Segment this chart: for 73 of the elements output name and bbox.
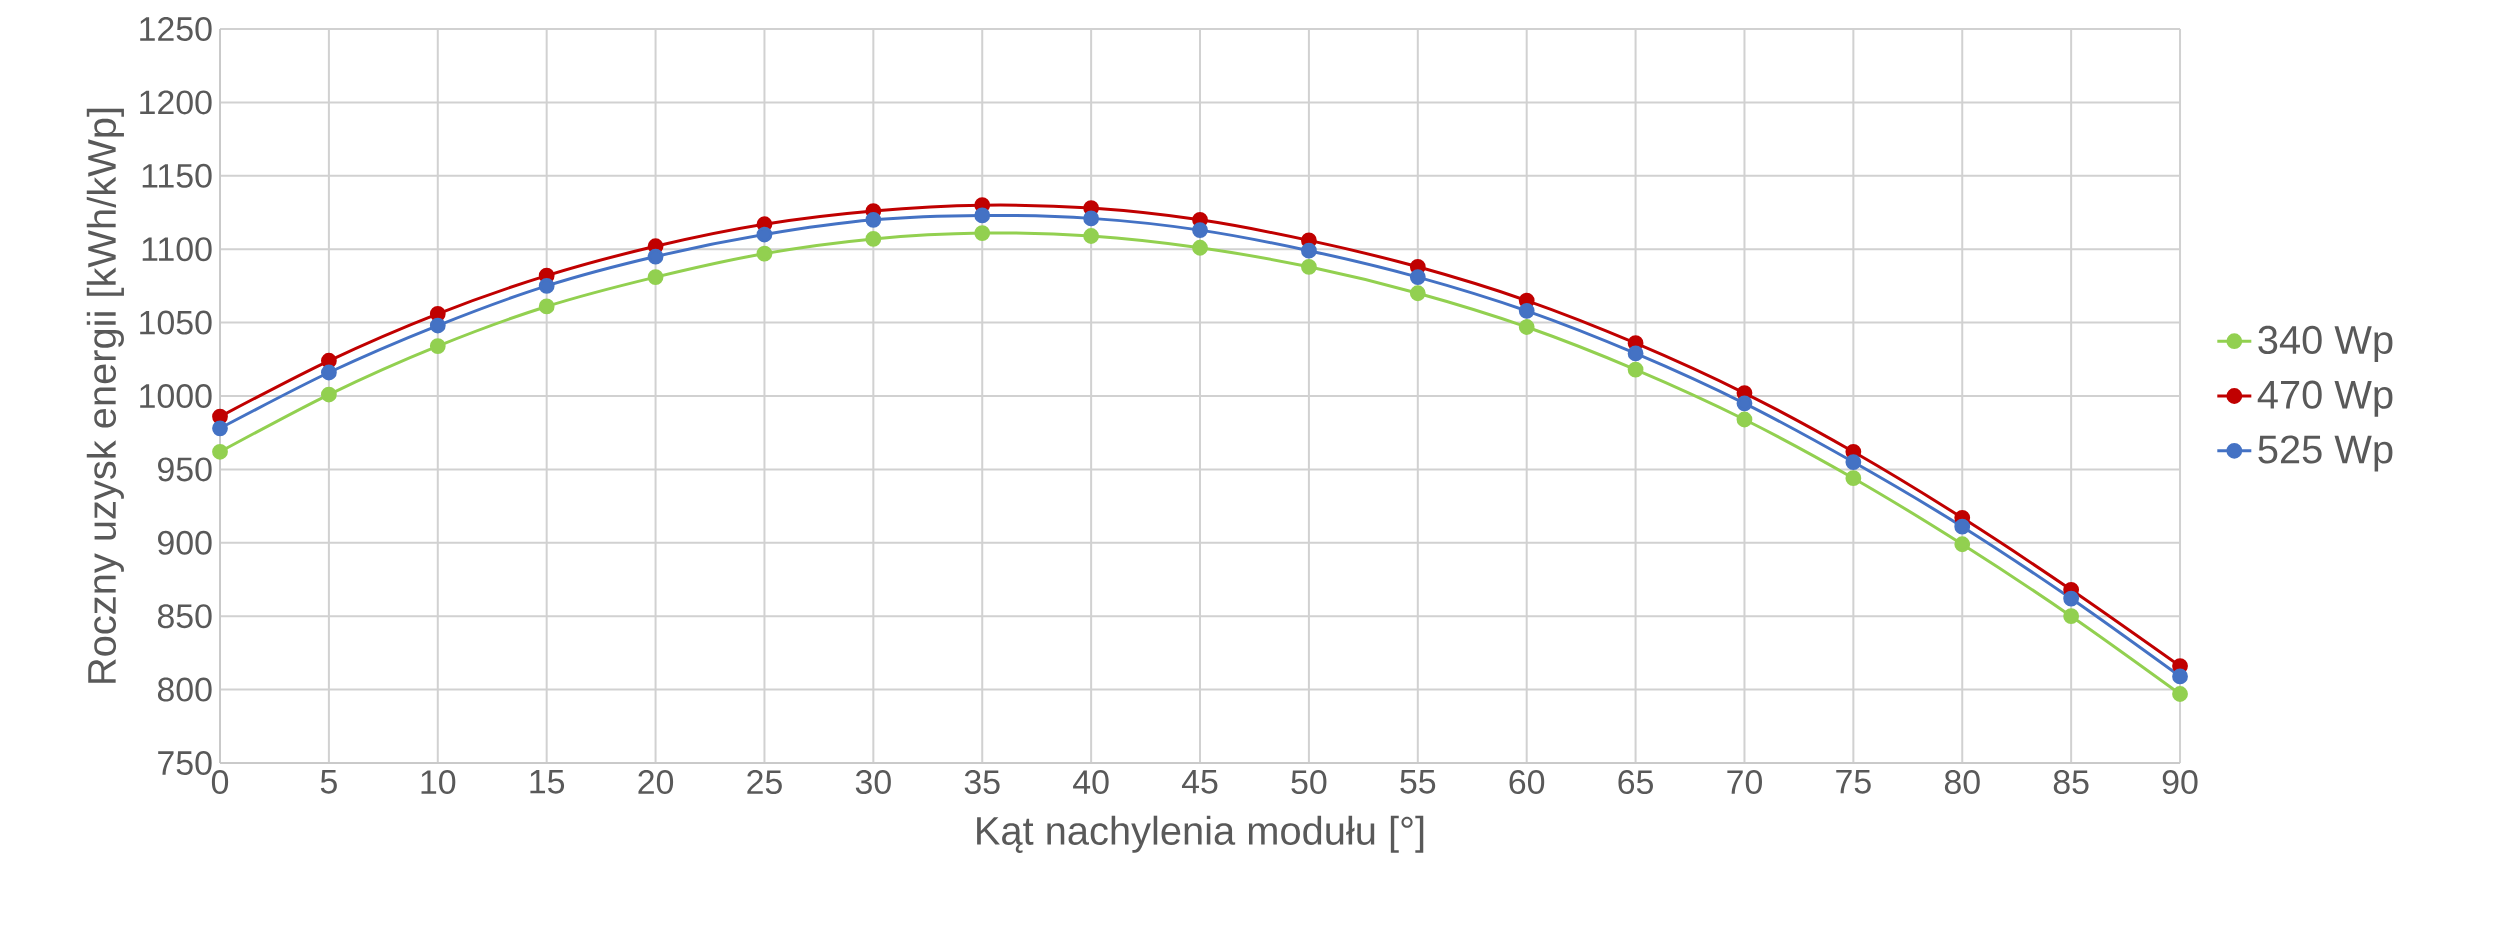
y-tick-label: 1050 bbox=[140, 310, 212, 335]
point bbox=[756, 226, 773, 243]
y-tick-label: 1150 bbox=[142, 163, 212, 188]
x-tick-label: 10 bbox=[421, 770, 456, 795]
y-tick-label: 1000 bbox=[140, 384, 212, 409]
point bbox=[647, 248, 664, 265]
point bbox=[1083, 228, 1100, 244]
point bbox=[1409, 269, 1426, 285]
point bbox=[974, 207, 991, 224]
x-tick-label: 40 bbox=[1073, 770, 1109, 795]
point bbox=[1518, 302, 1535, 319]
point bbox=[320, 386, 337, 403]
y-tick-label: 1100 bbox=[142, 237, 212, 262]
point bbox=[1845, 454, 1862, 470]
x-axis-title: Kąt nachylenia modułu [°] bbox=[977, 815, 1424, 853]
point bbox=[1409, 285, 1426, 302]
x-tick-label: 90 bbox=[2162, 770, 2198, 795]
point bbox=[974, 225, 991, 241]
point bbox=[320, 364, 337, 381]
point bbox=[538, 278, 555, 294]
x-tick-label: 80 bbox=[1944, 770, 1980, 795]
point bbox=[1301, 258, 1317, 275]
x-tick-label: 70 bbox=[1727, 770, 1762, 795]
y-tick-label: 1250 bbox=[140, 17, 212, 42]
point bbox=[429, 317, 446, 334]
point bbox=[865, 231, 882, 247]
x-tick-label: 65 bbox=[1618, 770, 1653, 795]
legend-label: 470 Wp bbox=[2257, 380, 2393, 417]
x-tick-label: 60 bbox=[1509, 770, 1545, 795]
x-tick-label: 15 bbox=[530, 770, 565, 794]
x-tick-label: 50 bbox=[1291, 770, 1327, 795]
x-tick-label: 0 bbox=[211, 770, 229, 795]
x-tick-label: 35 bbox=[964, 770, 1000, 795]
y-tick-label: 850 bbox=[157, 604, 212, 629]
x-tick-label: 30 bbox=[855, 770, 891, 795]
point bbox=[865, 211, 882, 228]
point bbox=[1845, 470, 1862, 487]
point bbox=[647, 269, 664, 285]
point bbox=[1192, 239, 1208, 256]
point bbox=[1518, 319, 1535, 335]
point bbox=[1627, 345, 1644, 362]
point bbox=[2063, 590, 2080, 607]
point bbox=[1627, 361, 1644, 378]
x-tick-label: 45 bbox=[1181, 770, 1218, 794]
point bbox=[1736, 395, 1753, 412]
y-axis-title: Roczny uzysk energii [kWh/kWp] bbox=[86, 108, 124, 683]
point bbox=[1954, 518, 1971, 535]
y-tick-label: 950 bbox=[158, 457, 212, 482]
point bbox=[538, 298, 555, 315]
y-tick-label: 800 bbox=[157, 677, 212, 702]
x-tick-label: 5 bbox=[320, 770, 337, 794]
x-tick-label: 55 bbox=[1400, 770, 1436, 794]
point bbox=[2063, 608, 2080, 625]
point bbox=[2172, 668, 2188, 685]
legend-label: 340 Wp bbox=[2258, 325, 2393, 362]
x-tick-label: 20 bbox=[638, 770, 674, 795]
x-tick-label: 25 bbox=[747, 770, 782, 795]
point bbox=[212, 443, 228, 460]
y-tick-label: 750 bbox=[158, 751, 212, 775]
legend-label: 525 Wp bbox=[2258, 435, 2393, 472]
point bbox=[2172, 686, 2188, 702]
y-tick-label: 1200 bbox=[140, 90, 212, 115]
point bbox=[1736, 411, 1753, 428]
point bbox=[1083, 210, 1100, 227]
point bbox=[756, 245, 773, 262]
x-tick-label: 85 bbox=[2053, 770, 2089, 795]
point bbox=[1301, 242, 1317, 259]
point bbox=[1954, 536, 1971, 553]
point bbox=[429, 338, 446, 354]
point bbox=[1192, 222, 1208, 239]
y-tick-label: 900 bbox=[158, 530, 212, 555]
point bbox=[212, 420, 228, 437]
x-tick-label: 75 bbox=[1836, 770, 1871, 794]
